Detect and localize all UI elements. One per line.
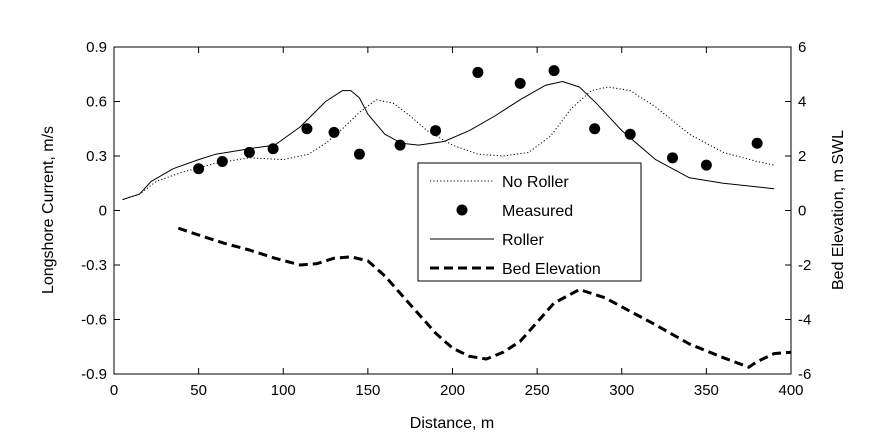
measured-point xyxy=(667,152,679,164)
measured-point xyxy=(193,163,205,175)
legend-marker xyxy=(456,204,468,216)
series-line xyxy=(122,86,775,201)
series-bed-elevation xyxy=(177,226,792,369)
measured-point xyxy=(301,123,313,135)
legend-items: No Roller Measured Roller Bed Elevation xyxy=(430,174,601,278)
series-line xyxy=(177,226,792,369)
measured-point xyxy=(353,148,365,160)
x-tick-label: 300 xyxy=(609,382,634,399)
x-tick-label: 0 xyxy=(110,382,118,399)
y-tick-label-left: 0.6 xyxy=(86,94,107,111)
measured-point xyxy=(548,65,560,77)
legend-item: Roller xyxy=(430,232,544,249)
legend-label: Roller xyxy=(502,232,544,249)
legend-label: Bed Elevation xyxy=(502,261,601,278)
measured-point xyxy=(624,128,636,140)
measured-point xyxy=(751,137,763,149)
measured-point xyxy=(328,126,340,138)
series-roller xyxy=(122,81,775,201)
measured-point xyxy=(514,77,526,89)
y-tick-label-right: 2 xyxy=(798,148,806,165)
legend-box xyxy=(417,162,642,282)
measured-point xyxy=(394,139,406,151)
legend-label: No Roller xyxy=(502,174,569,191)
measured-point xyxy=(472,66,484,78)
series-line xyxy=(122,81,775,201)
series-layer xyxy=(122,65,792,369)
series-measured xyxy=(193,65,763,175)
measured-point xyxy=(216,155,228,167)
y-tick-label-right: -6 xyxy=(798,366,811,383)
y-tick-label-left: 0.3 xyxy=(86,148,107,165)
x-tick-label: 50 xyxy=(190,382,207,399)
y-tick-label-left: 0 xyxy=(99,203,107,220)
y-tick-label-right: 6 xyxy=(798,39,806,56)
y-axis-label-right: Bed Elevation, m SWL xyxy=(830,130,847,290)
x-tick-label: 400 xyxy=(778,382,803,399)
ticks: 0 50 100 150 200 250 300 350 400 -0.9 -0.6 -0.3 0 0.3… xyxy=(81,39,811,399)
y-tick-label-left: -0.9 xyxy=(81,366,107,383)
y-tick-label-left: -0.6 xyxy=(81,312,107,329)
x-tick-label: 250 xyxy=(525,382,550,399)
x-axis-label: Distance, m xyxy=(410,415,494,432)
measured-point xyxy=(589,123,601,135)
y-tick-label-left: 0.9 xyxy=(86,39,107,56)
x-tick-label: 200 xyxy=(440,382,465,399)
measured-point xyxy=(700,159,712,171)
y-tick-label-right: 4 xyxy=(798,94,806,111)
legend-item: Bed Elevation xyxy=(430,261,601,278)
y-tick-label-right: -2 xyxy=(798,257,811,274)
series-no-roller xyxy=(122,86,775,201)
x-tick-label: 350 xyxy=(694,382,719,399)
legend-item: Measured xyxy=(456,203,573,220)
y-axis-label-left: Longshore Current, m/s xyxy=(40,126,57,294)
y-tick-label-right: 0 xyxy=(798,203,806,220)
legend-label: Measured xyxy=(502,203,573,220)
x-tick-label: 100 xyxy=(271,382,296,399)
legend: No Roller Measured Roller Bed Elevation xyxy=(417,162,642,282)
measured-point xyxy=(430,125,442,137)
y-tick-label-right: -4 xyxy=(798,312,811,329)
x-tick-label: 150 xyxy=(355,382,380,399)
axis-labels: Distance, m Longshore Current, m/s Bed E… xyxy=(40,126,847,432)
y-tick-label-left: -0.3 xyxy=(81,257,107,274)
legend-item: No Roller xyxy=(430,174,569,191)
